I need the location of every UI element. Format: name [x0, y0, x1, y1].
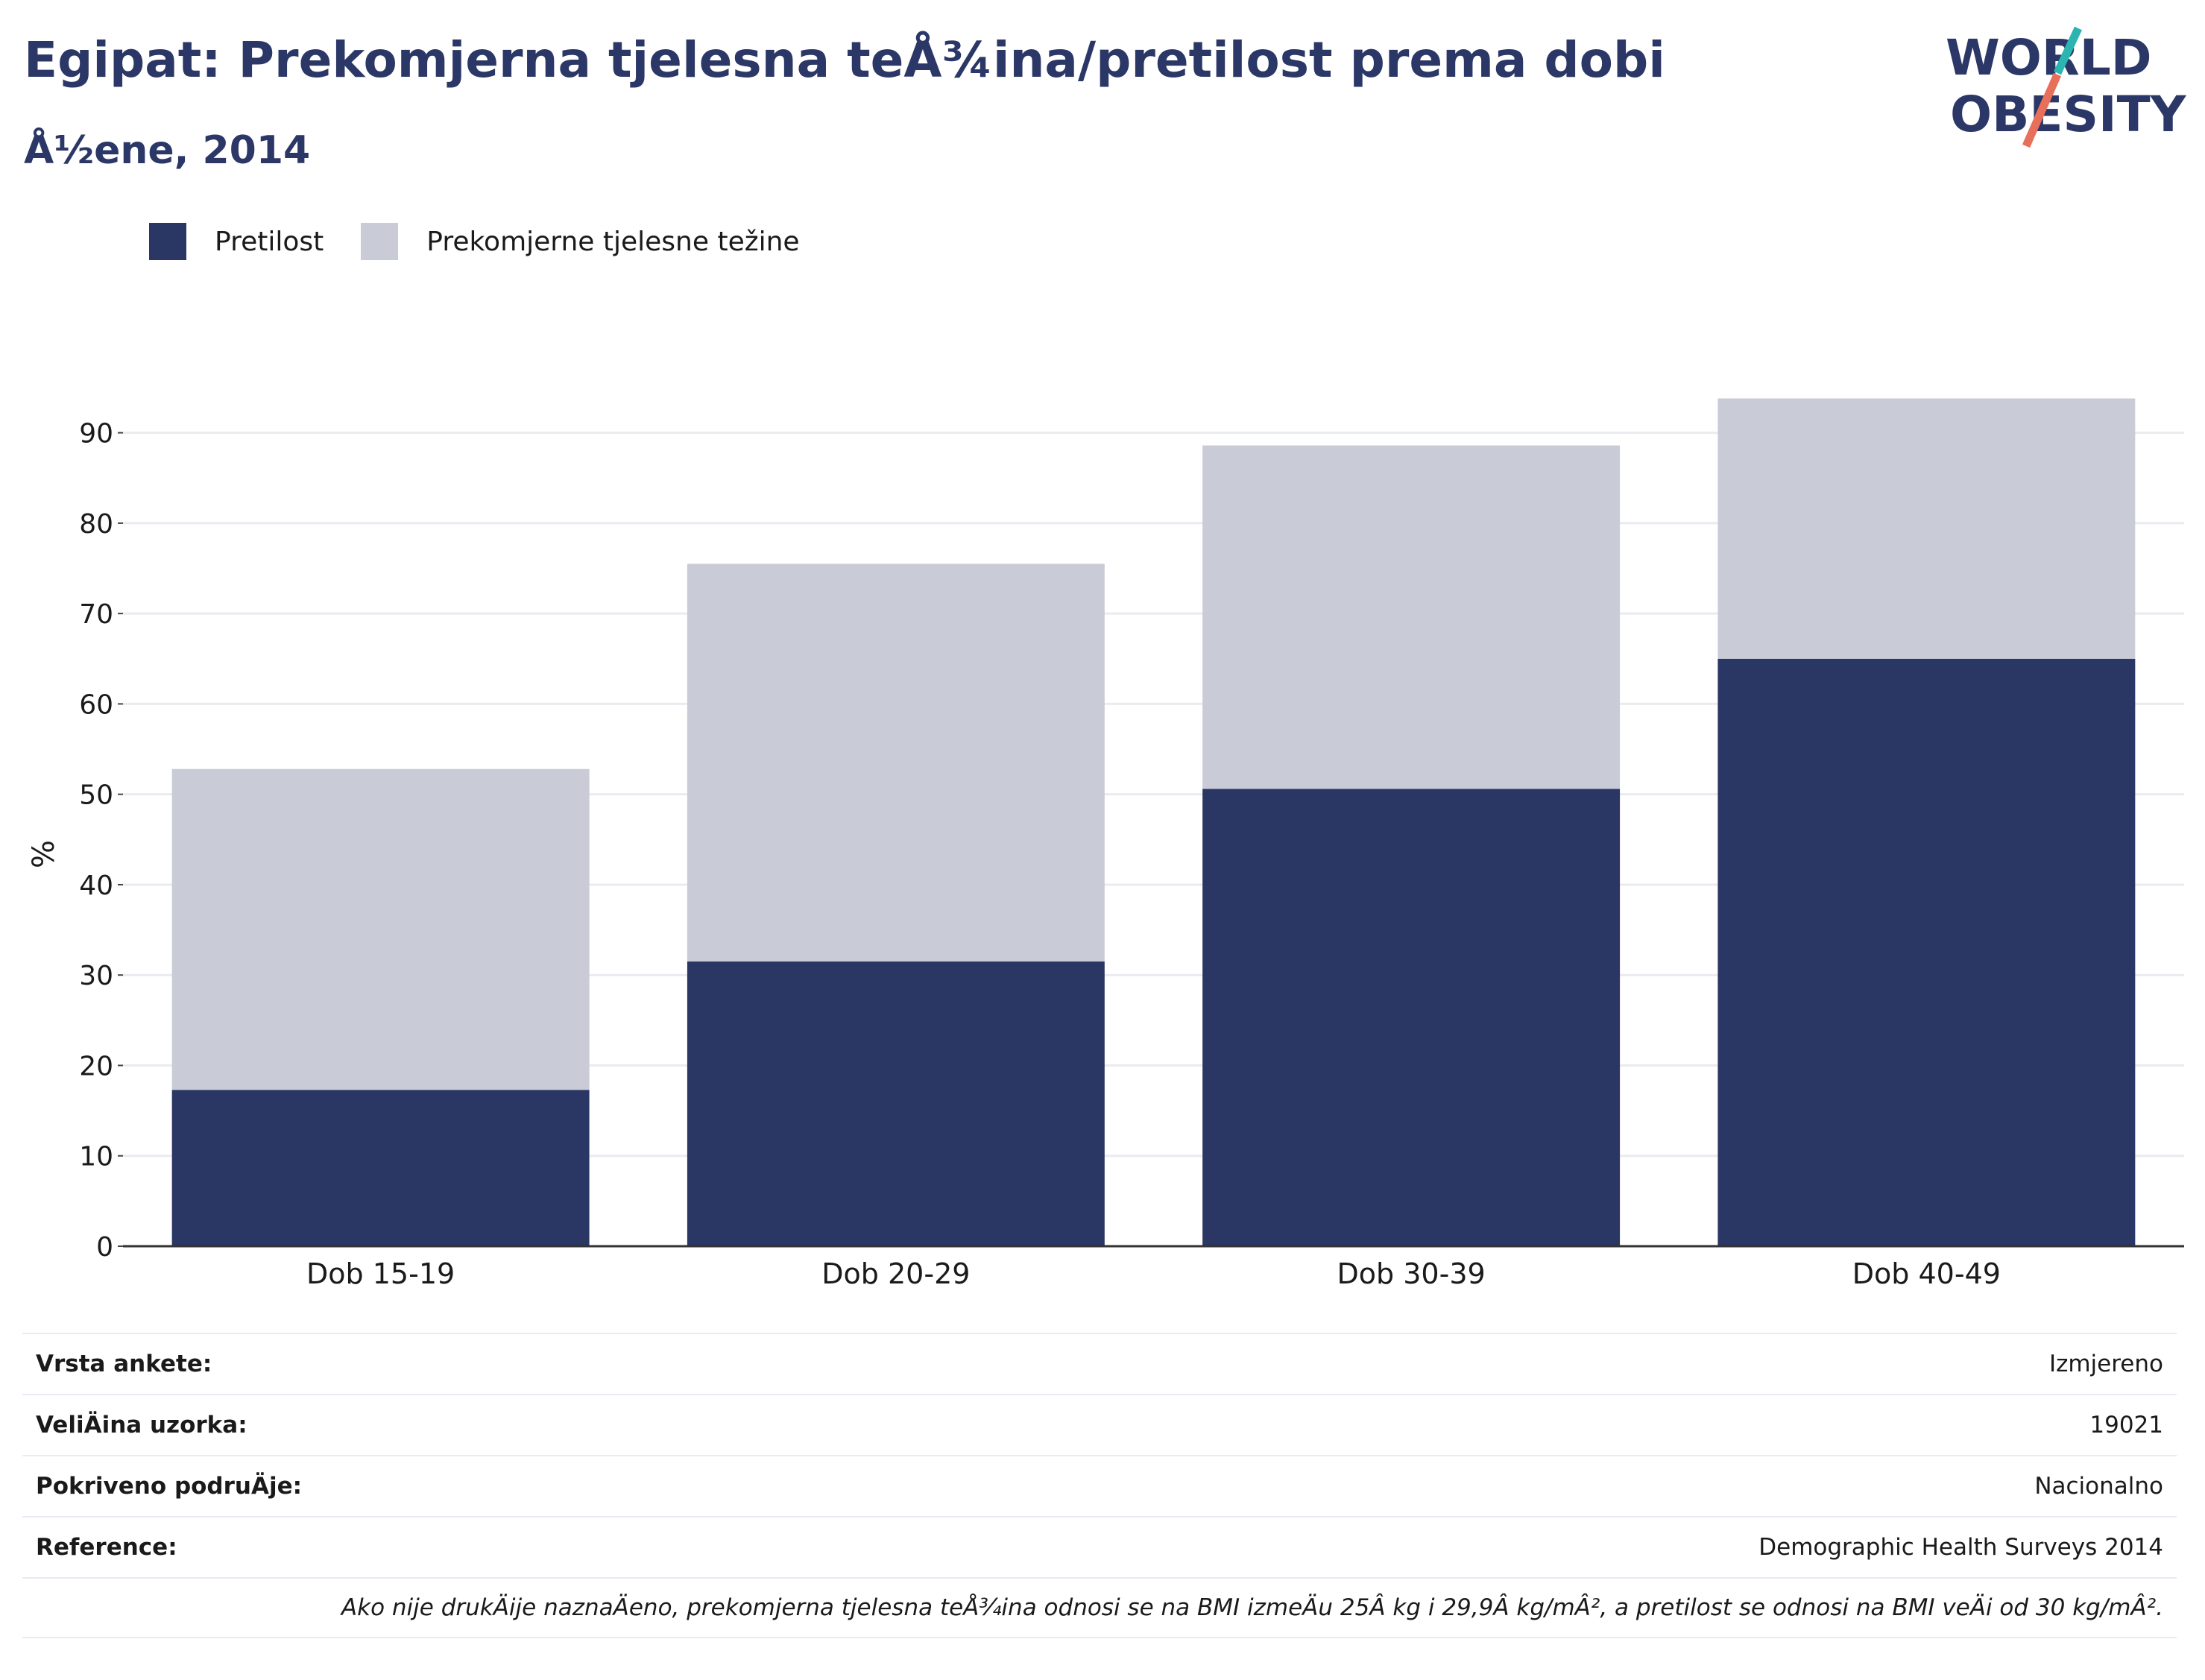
logo-line1: WORLD: [1946, 29, 2152, 86]
y-tick-label: 40: [79, 871, 113, 901]
y-axis-label: %: [27, 840, 61, 868]
info-row-survey-type: Vrsta ankete: Izmjereno: [22, 1333, 2177, 1394]
info-key: VeliÄina uzorka:: [36, 1412, 247, 1439]
x-tick-label: Dob 20-29: [821, 1257, 970, 1290]
bar-overweight-4: [1717, 398, 2136, 659]
info-value: Izmjereno: [2048, 1351, 2163, 1377]
logo-slash-bottom: [2022, 72, 2062, 148]
page-title: Egipat: Prekomjerna tjelesna teÅ¾ina/pre…: [24, 31, 1665, 89]
info-key: Vrsta ankete:: [36, 1351, 212, 1377]
legend-swatch-obesity: [149, 223, 186, 260]
y-tick-label: 20: [79, 1051, 113, 1081]
logo-line2: OBESITY: [1950, 86, 2187, 143]
info-row-sample-size: VeliÄina uzorka: 19021: [22, 1394, 2177, 1455]
bar-overweight-3: [1202, 445, 1621, 789]
x-tick-label: Dob 40-49: [1852, 1257, 2001, 1290]
y-tick-label: 10: [79, 1142, 113, 1172]
y-tick-label: 70: [79, 599, 113, 630]
bar-obesity-3: [1202, 789, 1621, 1246]
bar-obesity-4: [1717, 658, 2136, 1246]
legend-label-obesity: Pretilost: [215, 226, 324, 257]
y-tick-label: 50: [79, 780, 113, 811]
info-value: Demographic Health Surveys 2014: [1758, 1534, 2163, 1561]
bar-obesity-1: [171, 1090, 590, 1246]
stacked-bar-chart: 0 10 20 30 40 50 60 70 80 90% Dob 15-19 Dob 20-29 Do…: [27, 398, 2184, 1290]
info-key: Pokriveno podruÄje:: [36, 1473, 303, 1500]
chart-legend: Pretilost Prekomjerne tjelesne težine: [149, 221, 837, 262]
info-value: 19021: [2089, 1412, 2163, 1439]
info-value: Nacionalno: [2034, 1473, 2163, 1500]
info-table: Vrsta ankete: Izmjereno VeliÄina uzorka:…: [22, 1333, 2177, 1638]
world-obesity-logo: WORLD OBESITY: [1946, 26, 2187, 148]
bar-overweight-1: [171, 768, 590, 1090]
x-tick-label: Dob 15-19: [306, 1257, 455, 1290]
page-subtitle: Å½ene, 2014: [24, 128, 311, 173]
info-key: Reference:: [36, 1534, 177, 1561]
definition-note: Ako nije drukÄije naznaÄeno, prekomjerna…: [22, 1577, 2177, 1638]
bar-obesity-2: [687, 961, 1105, 1246]
y-tick-label: 90: [79, 419, 113, 449]
y-tick-label: 80: [79, 509, 113, 540]
bar-overweight-2: [687, 563, 1105, 962]
y-tick-label: 0: [96, 1232, 113, 1263]
y-tick-label: 60: [79, 689, 113, 720]
y-tick-label: 30: [79, 961, 113, 991]
info-row-reference: Reference: Demographic Health Surveys 20…: [22, 1516, 2177, 1577]
logo-slash-top: [2054, 26, 2082, 75]
info-row-coverage: Pokriveno podruÄje: Nacionalno: [22, 1455, 2177, 1516]
x-tick-label: Dob 30-39: [1337, 1257, 1486, 1290]
legend-label-overweight: Prekomjerne tjelesne težine: [426, 226, 800, 257]
legend-swatch-overweight: [361, 223, 399, 260]
